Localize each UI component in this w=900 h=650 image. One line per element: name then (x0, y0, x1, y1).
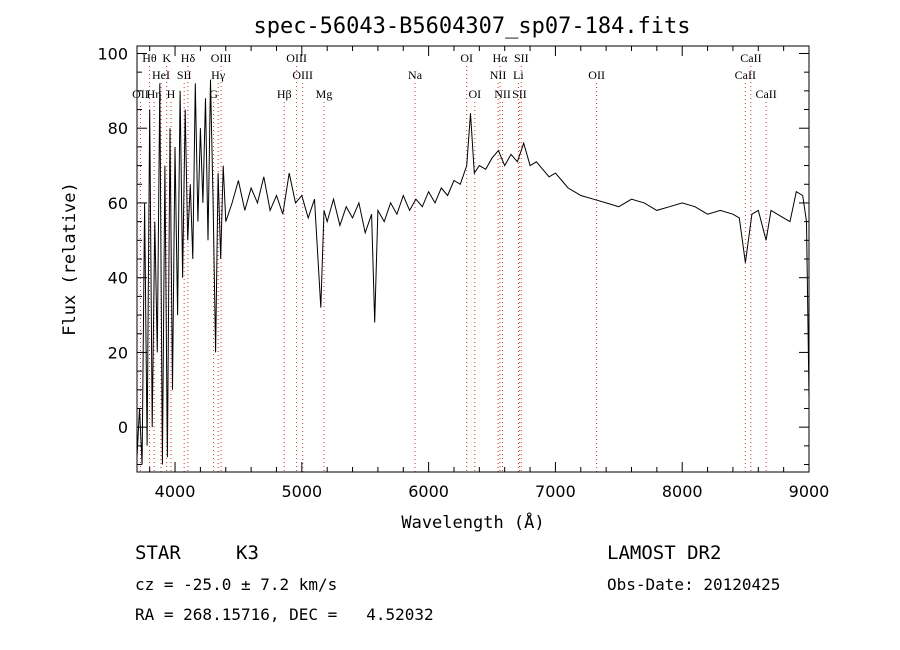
obs-date: Obs-Date: 20120425 (607, 575, 781, 594)
x-tick-label-2: 6000 (408, 482, 449, 501)
axis-ticks: 4000 5000 6000 7000 8000 9000 0 20 40 60 80 100 (97, 44, 829, 501)
y-tick-label-3: 60 (108, 194, 128, 213)
line-label-5: OI (460, 51, 473, 65)
plot-frame (136, 45, 810, 473)
line-label-12: OIII (292, 68, 313, 82)
line-label-8: CaII (740, 51, 761, 65)
line-label-27: CaII (755, 87, 776, 101)
line-label-17: CaII (735, 68, 756, 82)
series-flux (136, 79, 810, 465)
y-tick-label-5: 100 (97, 44, 128, 63)
line-label-13: Na (408, 68, 423, 82)
x-tick-label-0: 4000 (155, 482, 196, 501)
line-label-26: SII (512, 87, 527, 101)
line-label-19: Hη (147, 87, 162, 101)
line-label-14: NII (490, 68, 507, 82)
line-label-25: NII (494, 87, 511, 101)
object-subclass: K3 (236, 542, 259, 564)
chart-title: spec-56043-B5604307_sp07-184.fits (253, 14, 690, 39)
line-label-10: SII (177, 68, 192, 82)
line-label-11: Hγ (211, 68, 226, 82)
line-label-9: HeI (152, 68, 170, 82)
line-label-1: K (162, 51, 171, 65)
y-axis-label: Flux (relative) (60, 182, 80, 336)
line-label-6: Hα (493, 51, 509, 65)
spectral-line-markers: Hθ K Hδ OIII OIII OI Hα SII CaII HeI SII Hγ OIII Na NI… (132, 51, 777, 472)
object-class: STAR (135, 542, 181, 564)
x-tick-label-1: 5000 (281, 482, 322, 501)
line-label-2: Hδ (181, 51, 196, 65)
line-label-7: SII (514, 51, 529, 65)
x-tick-label-5: 9000 (789, 482, 830, 501)
x-axis-label: Wavelength (Å) (401, 511, 544, 533)
line-label-20: H (167, 87, 176, 101)
line-label-22: Hβ (277, 87, 292, 101)
y-tick-label-1: 20 (108, 343, 128, 362)
line-label-18: OII (132, 87, 149, 101)
y-tick-label-2: 40 (108, 269, 128, 288)
line-label-21: G (209, 87, 218, 101)
line-label-16: OII (588, 68, 605, 82)
x-tick-label-3: 7000 (535, 482, 576, 501)
y-tick-label-0: 0 (118, 418, 128, 437)
survey-name: LAMOST DR2 (607, 542, 722, 564)
line-label-0: Hθ (142, 51, 157, 65)
y-tick-label-4: 80 (108, 119, 128, 138)
line-label-24: OI (468, 87, 481, 101)
line-label-15: Li (513, 68, 524, 82)
line-label-23: Mg (316, 87, 333, 101)
series-layer (136, 79, 810, 465)
line-label-3: OIII (211, 51, 232, 65)
line-label-4: OIII (286, 51, 307, 65)
x-tick-label-4: 8000 (662, 482, 703, 501)
redshift-cz: cz = -25.0 ± 7.2 km/s (135, 575, 338, 594)
ra-dec: RA = 268.15716, DEC = 4.52032 (135, 605, 434, 624)
